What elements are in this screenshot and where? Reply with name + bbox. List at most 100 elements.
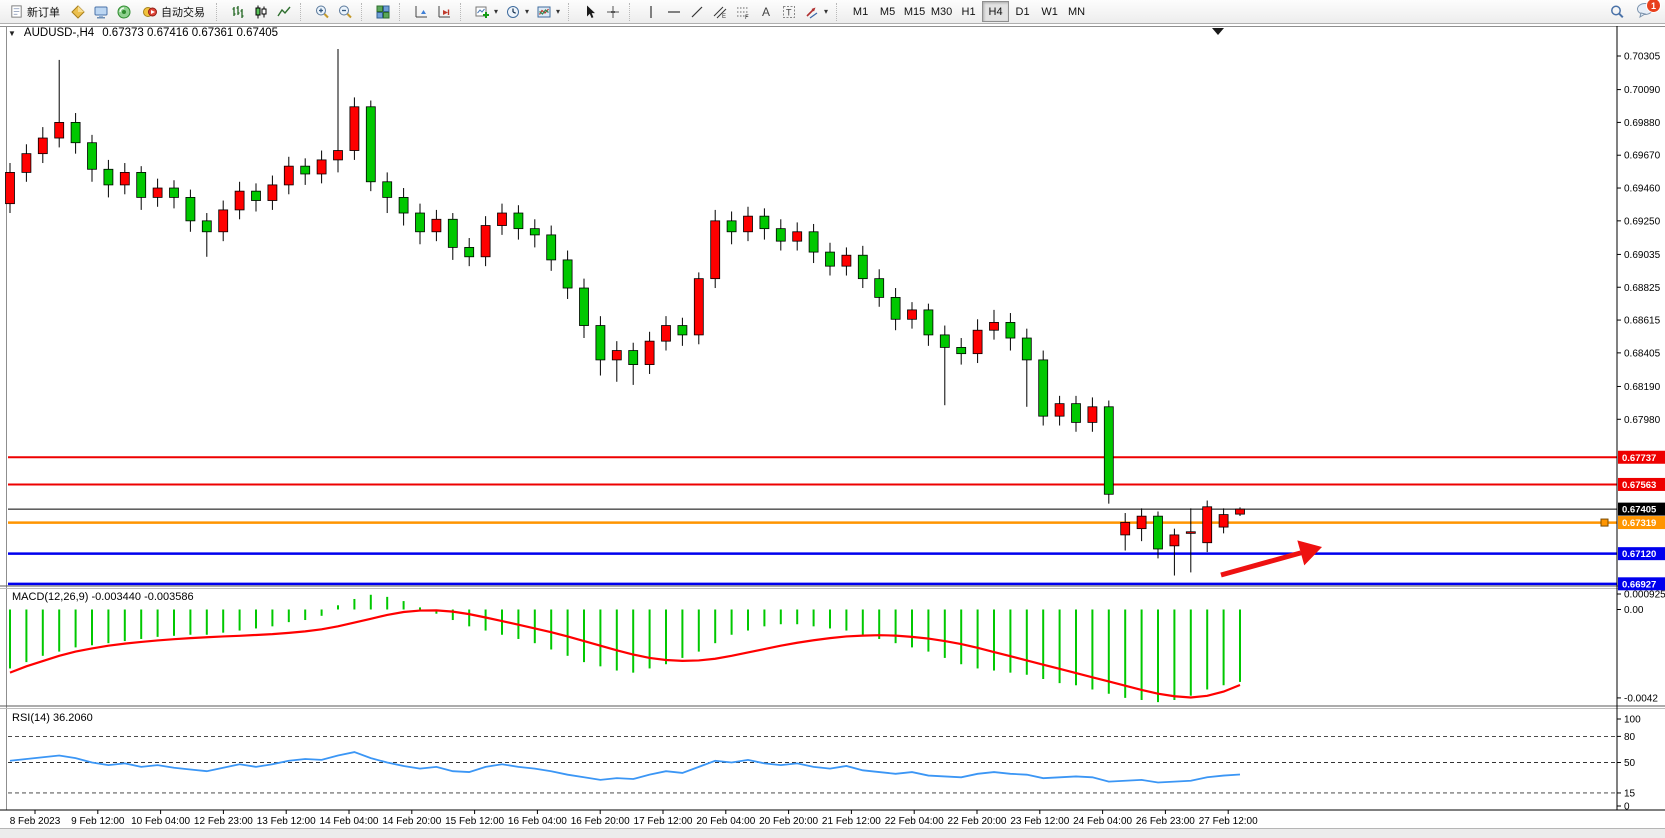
- price-tick-label: 0.68825: [1624, 283, 1661, 294]
- candle-body-up: [661, 325, 671, 342]
- candle-body-down: [1071, 403, 1081, 423]
- crosshair-button[interactable]: [602, 1, 624, 22]
- rsi-axis-label: 100: [1624, 715, 1641, 726]
- price-axis-labels[interactable]: 0.70305 0.70090 0.69880 0.69670 0.69460 0.692…: [1617, 52, 1665, 813]
- macd-axis-label: 0.00: [1624, 605, 1644, 616]
- hosting-icon: [94, 6, 108, 18]
- equidistant-channel-button[interactable]: E: [709, 1, 731, 22]
- candle-body-down: [201, 220, 212, 233]
- window-bottom-strip: [0, 828, 1665, 838]
- price-tick-label: 0.69035: [1624, 250, 1661, 261]
- time-tick-label: 14 Feb 04:00: [320, 816, 379, 827]
- timeframe-button-M15[interactable]: M15: [901, 1, 928, 22]
- candlestick-chart-button[interactable]: [250, 1, 272, 22]
- rsi-axis-label: 50: [1624, 758, 1636, 769]
- rsi-axis-label: 15: [1624, 788, 1636, 799]
- svg-text:E: E: [722, 14, 726, 20]
- zoom-out-button[interactable]: [334, 1, 356, 22]
- candle-body-up: [497, 212, 507, 226]
- time-tick-label: 21 Feb 12:00: [822, 816, 881, 827]
- tile-windows-icon: [376, 5, 390, 18]
- trendline-button[interactable]: [686, 1, 708, 22]
- candle-body-up: [644, 340, 655, 365]
- search-button[interactable]: [1606, 1, 1628, 22]
- candle-body-up: [1202, 506, 1213, 544]
- timeframe-button-W1[interactable]: W1: [1036, 1, 1063, 22]
- rsi-layer: [8, 735, 1617, 794]
- candle-body-down: [529, 228, 540, 236]
- auto-arrange-button[interactable]: [410, 1, 432, 22]
- candle-body-down: [169, 187, 179, 198]
- periods-dropdown[interactable]: ▾: [502, 1, 532, 22]
- toolbar-separator: [300, 2, 307, 21]
- candle-body-down: [677, 325, 688, 336]
- macd-layer: [9, 594, 1241, 703]
- toolbar-separator: [568, 2, 575, 21]
- time-tick-label: 15 Feb 12:00: [445, 816, 504, 827]
- time-tick-label: 8 Feb 2023: [10, 816, 61, 827]
- toolbar-separator: [216, 2, 223, 21]
- timeframe-button-H4[interactable]: H4: [982, 1, 1010, 22]
- chart-shift-marker[interactable]: [1212, 28, 1224, 35]
- hline-price-label-box: [1618, 450, 1665, 464]
- notifications-chat[interactable]: 1: [1636, 0, 1661, 21]
- text-label-button[interactable]: T: [778, 1, 800, 22]
- candle-body-up: [611, 350, 622, 361]
- step-forward-button[interactable]: [433, 1, 455, 22]
- text-tool-icon: A: [762, 4, 771, 19]
- timeframe-button-D1[interactable]: D1: [1009, 1, 1036, 22]
- candle-body-up: [333, 150, 343, 161]
- time-axis-labels[interactable]: 8 Feb 2023 9 Feb 12:00 10 Feb 04:00 12 Feb …: [10, 810, 1258, 827]
- bar-chart-button[interactable]: [227, 1, 249, 22]
- timeframe-button-M5[interactable]: M5: [874, 1, 901, 22]
- cursor-button[interactable]: [579, 1, 601, 22]
- horizontal-line-button[interactable]: [663, 1, 685, 22]
- market-button[interactable]: [67, 1, 89, 22]
- macd-indicator-label: MACD(12,26,9) -0.003440 -0.003586: [12, 591, 194, 603]
- horizontal-line-icon: [668, 10, 681, 13]
- line-chart-button[interactable]: [273, 1, 295, 22]
- autotrade-button[interactable]: 自动交易: [136, 1, 211, 22]
- tile-windows-button[interactable]: [372, 1, 394, 22]
- toolbar-separator: [460, 2, 467, 21]
- signals-button[interactable]: [113, 1, 135, 22]
- candle-body-up: [316, 159, 327, 175]
- time-tick-label: 17 Feb 12:00: [634, 816, 693, 827]
- time-tick-label: 27 Feb 12:00: [1199, 816, 1258, 827]
- new-order-button[interactable]: 新订单: [3, 1, 66, 22]
- timeframe-button-M30[interactable]: M30: [928, 1, 955, 22]
- candle-body-up: [5, 172, 15, 205]
- virtual-hosting-button[interactable]: [90, 1, 112, 22]
- new-chart-dropdown[interactable]: ▾: [471, 1, 501, 22]
- text-button[interactable]: A: [755, 1, 777, 22]
- price-tick-label: 0.69250: [1624, 216, 1661, 227]
- hline-handle[interactable]: [1600, 518, 1609, 527]
- step-forward-icon: [438, 5, 450, 17]
- candle-body-down: [136, 172, 147, 198]
- candle-body-down: [628, 350, 639, 365]
- macd-signal-line: [9, 609, 1241, 699]
- chevron-down-icon: ▾: [824, 7, 829, 16]
- timeframe-button-MN[interactable]: MN: [1063, 1, 1090, 22]
- candle-body-up: [907, 309, 917, 320]
- timeframe-button-M1[interactable]: M1: [847, 1, 874, 22]
- shapes-dropdown[interactable]: ▾: [801, 1, 831, 22]
- price-tick-label: 0.69670: [1624, 151, 1661, 162]
- channel-icon: E: [713, 6, 727, 20]
- hline-price-label-box: [1618, 516, 1665, 530]
- arrow-annotation-shaft[interactable]: [1220, 550, 1302, 578]
- candle-body-up: [119, 172, 130, 186]
- candle-body-down: [1103, 406, 1114, 495]
- chevron-down-icon: ▾: [556, 7, 561, 16]
- fibonacci-button[interactable]: F: [732, 1, 754, 22]
- timeframe-button-H1[interactable]: H1: [955, 1, 982, 22]
- templates-dropdown[interactable]: ▾: [533, 1, 563, 22]
- arrow-annotation-head[interactable]: [1297, 540, 1322, 566]
- vertical-line-button[interactable]: [640, 1, 662, 22]
- trendline-icon: [691, 6, 703, 17]
- chart-canvas[interactable]: 0.70305 0.70090 0.69880 0.69670 0.69460 0.692…: [0, 24, 1665, 838]
- candle-body-up: [1169, 534, 1180, 547]
- zoom-in-button[interactable]: [311, 1, 333, 22]
- candle-body-up: [710, 220, 721, 280]
- oneclick-trading-toggle[interactable]: ▼: [8, 28, 16, 38]
